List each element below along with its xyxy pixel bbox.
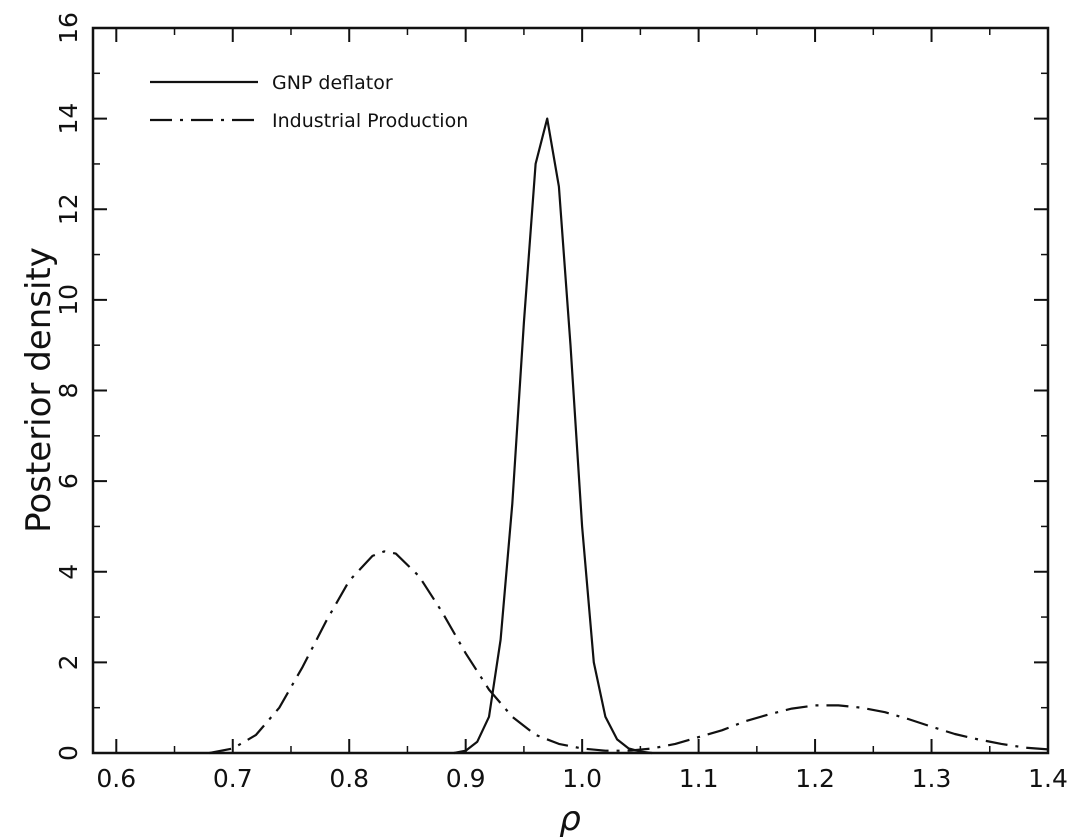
x-axis-title: ρ xyxy=(559,799,581,839)
y-tick-label: 16 xyxy=(54,12,83,44)
tick-labels: 0.6 0.7 0.8 0.9 1.0 1.1 1.2 1.3 1.4 0 2 4 6 8 10 12 14 16 xyxy=(54,12,1068,793)
x-tick-label: 1.0 xyxy=(562,764,602,793)
y-tick-label: 8 xyxy=(54,383,83,399)
x-tick-label: 1.1 xyxy=(679,764,719,793)
x-tick-label: 0.6 xyxy=(96,764,136,793)
y-axis-title: Posterior density xyxy=(19,247,59,533)
plot-frame xyxy=(91,26,1050,755)
x-tick-label: 1.3 xyxy=(912,764,952,793)
legend-label-0: GNP deflator xyxy=(272,72,393,94)
x-tick-label: 0.9 xyxy=(446,764,486,793)
y-tick-label: 14 xyxy=(54,103,83,135)
y-tick-label: 6 xyxy=(54,473,83,489)
axis-ticks xyxy=(93,27,1049,754)
x-tick-label: 1.4 xyxy=(1028,764,1068,793)
legend-label-1: Industrial Production xyxy=(272,110,468,132)
y-tick-label: 10 xyxy=(54,284,83,316)
x-tick-label: 0.7 xyxy=(213,764,253,793)
series-layer xyxy=(209,117,1049,755)
y-tick-label: 2 xyxy=(54,654,83,670)
y-tick-label: 12 xyxy=(54,193,83,225)
legend: GNP deflator Industrial Production xyxy=(150,72,468,132)
x-tick-label: 1.2 xyxy=(795,764,835,793)
series-line-0 xyxy=(453,117,653,755)
y-tick-label: 0 xyxy=(54,745,83,761)
series-line-1 xyxy=(209,550,1049,755)
x-tick-label: 0.8 xyxy=(329,764,369,793)
y-tick-label: 4 xyxy=(54,564,83,580)
